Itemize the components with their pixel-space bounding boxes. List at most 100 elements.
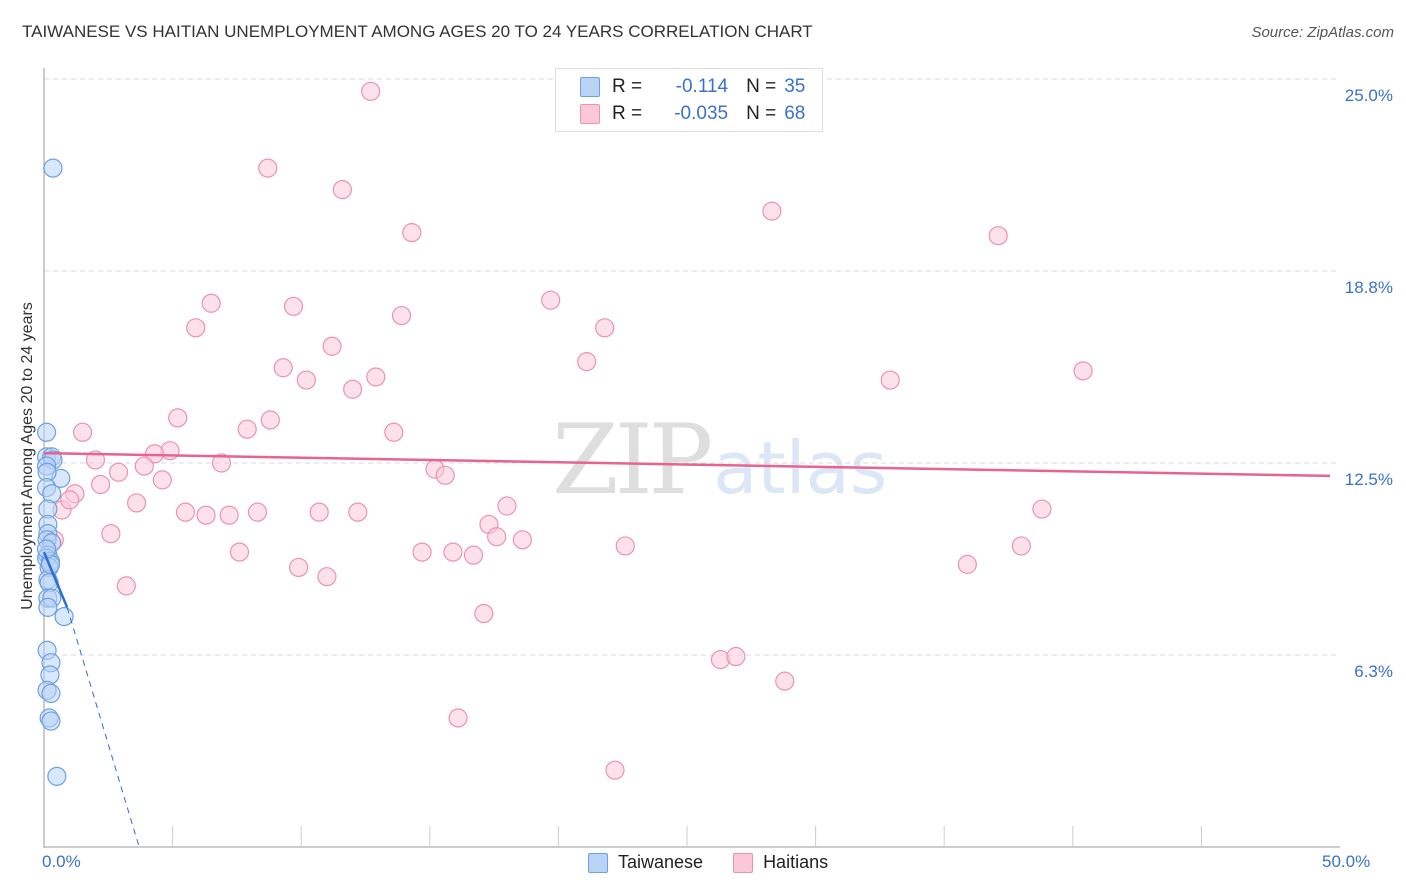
haitians-point	[229, 542, 250, 562]
n-label: N =	[746, 103, 777, 124]
haitians-point	[72, 422, 93, 442]
haitians-point	[101, 524, 121, 544]
y-tick-6-3: 6.3%	[1354, 662, 1393, 681]
haitians-point	[577, 352, 597, 372]
haitians-point	[726, 646, 746, 667]
haitians-point	[361, 81, 381, 101]
taiwanese-trend-line	[42, 551, 69, 608]
legend-row-taiwanese: R = -0.114 N = 35	[580, 75, 805, 99]
r-value: -0.035	[674, 103, 729, 124]
haitians-point	[762, 201, 782, 221]
haitians-point	[775, 671, 795, 691]
haitians-point	[1073, 361, 1093, 381]
haitians-point	[85, 450, 106, 470]
haitians-point	[463, 545, 484, 565]
x-tick-50: 50.0%	[1322, 852, 1371, 871]
axes	[43, 68, 1340, 848]
haitians-point	[175, 502, 196, 522]
gridlines	[44, 78, 1340, 656]
haitians-point	[296, 370, 316, 390]
haitians-point	[615, 536, 635, 556]
n-label: N =	[746, 76, 777, 97]
haitians-trend-line	[43, 451, 1331, 478]
haitians-point	[1032, 499, 1052, 519]
haitians-point	[90, 474, 111, 495]
haitians-point	[497, 496, 517, 516]
y-tick-18-8: 18.8%	[1344, 278, 1393, 297]
taiwanese-swatch-icon	[580, 77, 600, 97]
r-label: R =	[612, 103, 643, 124]
legend-label-haitians: Haitians	[763, 852, 829, 872]
haitians-point	[126, 493, 147, 513]
haitians-point	[448, 708, 468, 728]
haitians-point	[880, 370, 900, 390]
haitians-point	[196, 505, 216, 525]
haitians-point	[152, 470, 172, 490]
taiwanese-point	[43, 158, 63, 178]
r-label: R =	[612, 76, 643, 97]
haitians-point	[366, 367, 386, 387]
haitians-point	[168, 408, 188, 428]
haitians-points	[44, 81, 1093, 780]
haitians-point	[348, 502, 368, 522]
haitians-point	[116, 576, 136, 596]
haitians-point	[219, 505, 239, 525]
haitians-point	[605, 760, 625, 780]
haitians-point	[487, 527, 507, 547]
haitians-point	[317, 567, 337, 587]
haitians-point	[211, 453, 232, 473]
haitians-point	[474, 603, 494, 624]
haitians-point	[160, 441, 180, 461]
taiwanese-point	[41, 683, 61, 704]
taiwanese-point	[38, 597, 58, 617]
haitians-point	[201, 293, 221, 313]
chart-title: TAIWANESE VS HAITIAN UNEMPLOYMENT AMONG …	[22, 22, 813, 41]
haitians-point	[443, 542, 463, 562]
haitians-point	[258, 158, 278, 178]
taiwanese-points	[36, 158, 74, 786]
correlation-legend: R = -0.114 N = 35 R = -0.035 N = 68	[555, 68, 823, 132]
taiwanese-point	[36, 422, 57, 442]
taiwanese-point	[41, 711, 61, 731]
haitians-point	[541, 290, 561, 310]
haitians-point	[412, 542, 432, 562]
series-legend: Taiwanese Haitians	[588, 852, 858, 873]
y-axis-label: Unemployment Among Ages 20 to 24 years	[19, 302, 36, 610]
n-value: 68	[784, 103, 806, 124]
legend-item-taiwanese[interactable]: Taiwanese	[588, 852, 703, 873]
haitians-swatch-icon	[580, 104, 600, 124]
taiwanese-point	[54, 606, 74, 627]
haitians-point	[237, 419, 257, 439]
legend-label-taiwanese: Taiwanese	[618, 852, 704, 872]
taiwanese-trend-extension	[66, 607, 140, 848]
y-tick-12-5: 12.5%	[1344, 470, 1393, 489]
haitians-point	[1011, 536, 1031, 556]
source-label: Source: ZipAtlas.com	[1251, 24, 1394, 41]
haitians-point	[322, 336, 342, 356]
haitians-point	[60, 490, 80, 510]
trend-lines	[42, 451, 1331, 848]
haitians-point	[957, 554, 977, 574]
x-tick-0: 0.0%	[42, 852, 81, 871]
haitians-point	[273, 358, 293, 378]
r-value: -0.114	[675, 76, 729, 97]
haitians-point	[710, 650, 731, 670]
haitians-point	[247, 502, 268, 522]
haitians-point	[391, 305, 412, 326]
haitians-swatch-icon	[733, 852, 754, 873]
haitians-point	[384, 422, 404, 442]
haitians-point	[435, 465, 455, 485]
haitians-point	[343, 379, 363, 399]
legend-row-haitians: R = -0.035 N = 68	[580, 102, 805, 126]
y-tick-25: 25.0%	[1344, 86, 1393, 105]
haitians-point	[595, 318, 615, 338]
haitians-point	[186, 318, 206, 338]
haitians-point	[108, 462, 129, 482]
taiwanese-point	[47, 766, 67, 786]
haitians-point	[512, 530, 532, 550]
haitians-point	[332, 179, 352, 200]
haitians-point	[283, 296, 304, 316]
haitians-point	[988, 226, 1008, 246]
legend-item-haitians[interactable]: Haitians	[733, 852, 828, 873]
